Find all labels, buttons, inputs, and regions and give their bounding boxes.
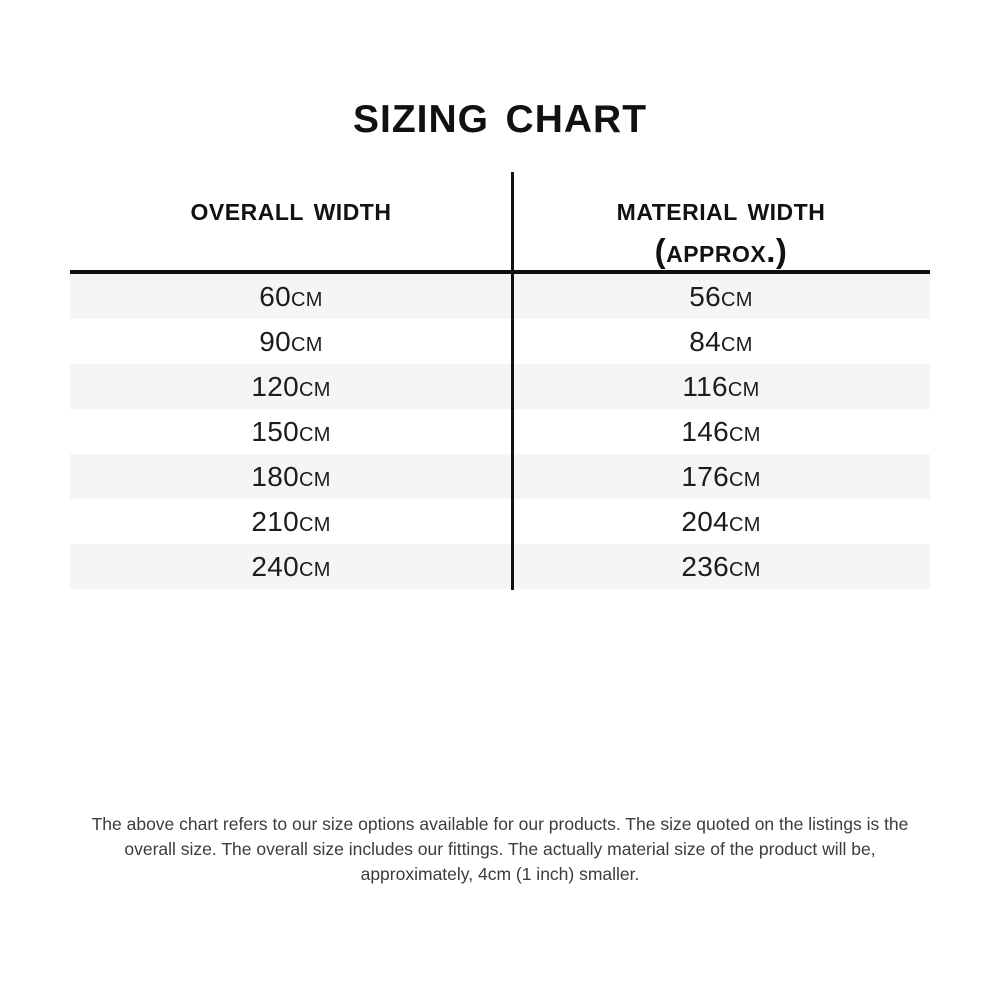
column-header-material-width-label: Material Width [616, 190, 826, 227]
cell-material-width: 176cm [681, 460, 761, 492]
cell-overall-width: 90cm [259, 325, 323, 357]
column-header-overall-width: Overall Width [70, 172, 512, 270]
sizing-table: Overall Width Material Width (Approx.) 6… [70, 172, 930, 590]
page-title: Sizing Chart [352, 81, 648, 144]
cell-overall-width: 120cm [251, 370, 331, 402]
cell-material-width: 204cm [681, 505, 761, 537]
cell-overall-width: 210cm [251, 505, 331, 537]
cell-material-width: 116cm [682, 370, 760, 402]
cell-material-width: 56cm [689, 280, 753, 312]
table-header-row: Overall Width Material Width (Approx.) [70, 172, 930, 270]
table-row: 90cm 84cm [70, 319, 930, 364]
table-row: 120cm 116cm [70, 364, 930, 409]
column-header-material-width-approx: (Approx.) [654, 232, 788, 269]
table-row: 60cm 56cm [70, 274, 930, 319]
table-body: 60cm 56cm 90cm 84cm 120cm 116cm 150cm 14… [70, 274, 930, 589]
cell-material-width: 236cm [681, 550, 761, 582]
column-header-material-width: Material Width (Approx.) [512, 172, 930, 270]
table-row: 150cm 146cm [70, 409, 930, 454]
column-header-overall-width-label: Overall Width [190, 190, 392, 227]
table-row: 240cm 236cm [70, 544, 930, 589]
table-row: 180cm 176cm [70, 454, 930, 499]
cell-overall-width: 150cm [251, 415, 331, 447]
column-divider [511, 172, 514, 590]
table-row: 210cm 204cm [70, 499, 930, 544]
footnote-text: The above chart refers to our size optio… [91, 814, 909, 884]
cell-overall-width: 180cm [251, 460, 331, 492]
header-divider-rule [70, 270, 930, 274]
cell-overall-width: 60cm [259, 280, 323, 312]
cell-material-width: 84cm [689, 325, 753, 357]
cell-material-width: 146cm [681, 415, 761, 447]
cell-overall-width: 240cm [251, 550, 331, 582]
